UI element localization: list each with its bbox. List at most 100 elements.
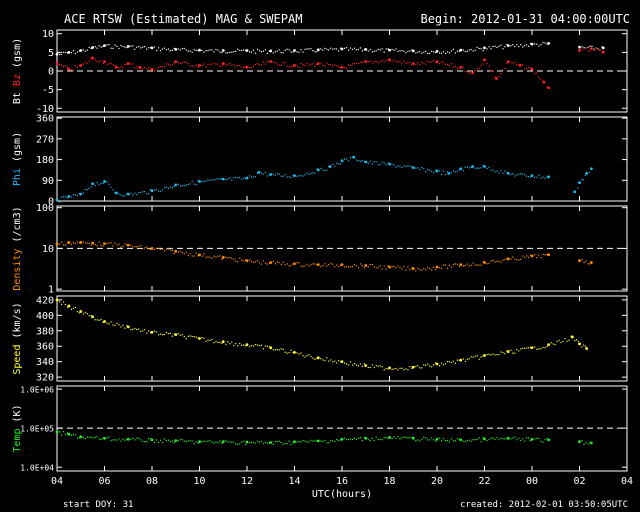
data-dot bbox=[76, 437, 78, 439]
data-dot bbox=[62, 244, 65, 246]
created-time: created: 2012-02-01 03:50:05UTC bbox=[460, 500, 628, 510]
data-dot bbox=[518, 63, 520, 65]
data-point bbox=[506, 44, 510, 48]
data-dot bbox=[304, 440, 306, 442]
data-dot bbox=[213, 442, 215, 444]
x-tick-label: 12 bbox=[241, 476, 253, 487]
x-tick-label: 04 bbox=[51, 476, 63, 487]
data-dot bbox=[258, 50, 261, 52]
data-dot bbox=[130, 63, 132, 65]
begin-time: Begin: 2012-01-31 04:00:00UTC bbox=[420, 12, 630, 26]
data-dot bbox=[114, 439, 116, 441]
data-dot bbox=[252, 176, 255, 178]
data-dot bbox=[363, 60, 365, 62]
data-dot bbox=[215, 256, 217, 258]
data-dot bbox=[219, 178, 221, 180]
data-dot bbox=[195, 441, 197, 443]
panel-frame-phi bbox=[56, 116, 628, 202]
data-dot bbox=[504, 438, 506, 440]
data-dot bbox=[181, 47, 183, 50]
data-dot bbox=[248, 67, 251, 69]
data-dot bbox=[221, 64, 223, 67]
data-dot bbox=[296, 352, 298, 354]
data-dot bbox=[102, 245, 104, 247]
data-dot bbox=[284, 264, 286, 266]
data-dot bbox=[570, 335, 572, 337]
data-dot bbox=[86, 49, 88, 51]
data-dot bbox=[518, 45, 520, 48]
x-axis-label: UTC(hours) bbox=[312, 489, 372, 500]
data-dot bbox=[359, 437, 362, 439]
data-dot bbox=[157, 248, 160, 250]
data-dot bbox=[476, 355, 478, 357]
data-dot bbox=[258, 344, 261, 347]
data-dot bbox=[130, 244, 132, 246]
data-dot bbox=[427, 363, 429, 365]
data-dot bbox=[322, 359, 324, 361]
data-dot bbox=[94, 244, 96, 246]
data-dot bbox=[393, 368, 395, 370]
data-dot bbox=[510, 45, 512, 47]
data-dot bbox=[345, 68, 348, 70]
data-dot bbox=[514, 436, 516, 438]
data-dot bbox=[462, 170, 464, 172]
data-dot bbox=[478, 437, 480, 439]
data-dot bbox=[122, 245, 124, 248]
data-point bbox=[221, 177, 225, 181]
data-dot bbox=[110, 47, 112, 49]
data-dot bbox=[150, 47, 152, 49]
data-dot bbox=[431, 366, 433, 368]
data-dot bbox=[492, 437, 494, 439]
data-dot bbox=[189, 253, 191, 255]
data-dot bbox=[512, 256, 514, 258]
data-dot bbox=[518, 437, 520, 439]
data-dot bbox=[90, 58, 92, 60]
data-dot bbox=[395, 267, 397, 269]
data-dot bbox=[577, 340, 579, 343]
data-dot bbox=[239, 257, 241, 259]
data-dot bbox=[191, 180, 193, 182]
data-dot bbox=[209, 256, 211, 258]
data-dot bbox=[347, 266, 350, 268]
data-dot bbox=[540, 177, 542, 179]
data-dot bbox=[179, 185, 181, 187]
data-dot bbox=[407, 437, 409, 439]
data-dot bbox=[512, 44, 514, 46]
data-dot bbox=[450, 63, 453, 65]
data-dot bbox=[322, 49, 324, 51]
data-dot bbox=[94, 46, 96, 48]
data-dot bbox=[476, 68, 478, 70]
data-dot bbox=[173, 442, 175, 444]
data-dot bbox=[187, 50, 189, 52]
data-dot bbox=[124, 46, 126, 48]
data-dot bbox=[254, 442, 257, 444]
data-dot bbox=[393, 265, 395, 268]
data-dot bbox=[470, 166, 472, 168]
data-dot bbox=[423, 167, 425, 170]
data-dot bbox=[258, 262, 261, 264]
data-dot bbox=[225, 178, 227, 181]
data-dot bbox=[478, 47, 480, 50]
data-dot bbox=[330, 440, 332, 442]
data-dot bbox=[245, 65, 247, 68]
data-dot bbox=[211, 49, 213, 51]
data-dot bbox=[110, 62, 112, 65]
data-dot bbox=[138, 245, 140, 247]
data-dot bbox=[130, 192, 132, 194]
data-dot bbox=[312, 263, 314, 265]
data-point bbox=[411, 267, 415, 270]
data-dot bbox=[215, 178, 217, 180]
data-point bbox=[601, 46, 605, 50]
data-dot bbox=[144, 441, 146, 443]
data-point bbox=[388, 162, 391, 166]
data-dot bbox=[86, 62, 88, 64]
data-dot bbox=[450, 172, 453, 174]
data-dot bbox=[526, 347, 528, 349]
y-axis-label-part: (gsm) bbox=[12, 132, 23, 168]
data-point bbox=[578, 49, 581, 52]
data-dot bbox=[474, 49, 476, 51]
data-dot bbox=[345, 438, 348, 441]
x-tick-label: 00 bbox=[526, 476, 538, 487]
data-dot bbox=[209, 440, 211, 442]
data-dot bbox=[328, 166, 330, 168]
